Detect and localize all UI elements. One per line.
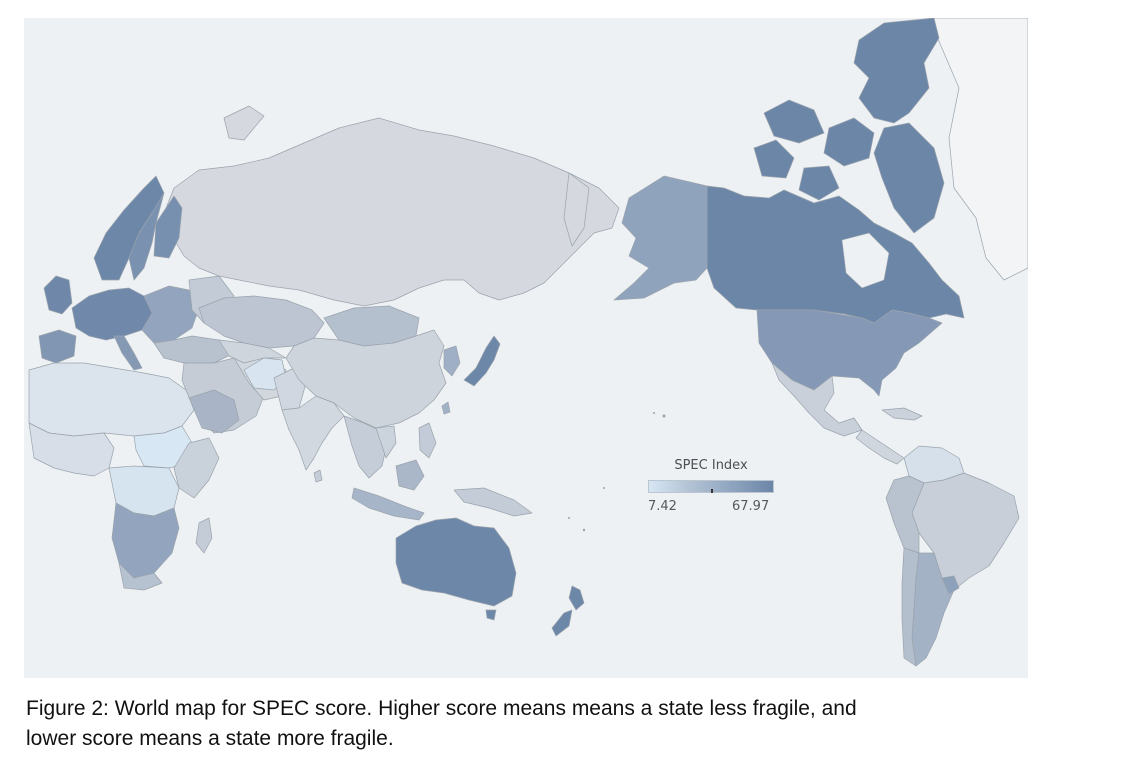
central-america: [855, 429, 905, 465]
uruguay: [941, 575, 960, 595]
arctic-islands-4: [753, 139, 795, 179]
south-africa: [118, 562, 163, 591]
legend-max-label: 67.97: [732, 499, 770, 514]
chile: [901, 547, 920, 667]
kamchatka: [563, 172, 590, 247]
new-zealand-south: [551, 609, 573, 637]
hudson-bay: [841, 232, 890, 289]
legend-midpoint-tick: [711, 489, 713, 493]
alaska: [613, 175, 708, 301]
novaya-zemlya: [223, 105, 265, 141]
uzbekistan-region: [218, 339, 287, 364]
peru-bolivia: [885, 475, 925, 554]
uk-ireland: [43, 275, 73, 315]
arctic-islands: [853, 18, 940, 124]
pacific-island: [662, 414, 666, 418]
russia: [163, 117, 620, 307]
korea: [443, 345, 461, 377]
eastern-europe: [141, 285, 200, 344]
caption-line-2: lower score means a state more fragile.: [26, 727, 394, 750]
saudi-arabia: [188, 389, 240, 434]
figure-caption: Figure 2: World map for SPEC score. High…: [26, 694, 1106, 754]
vietnam: [375, 425, 397, 459]
sri-lanka: [313, 469, 323, 483]
tasmania: [485, 609, 497, 621]
china: [285, 329, 447, 429]
mexico: [771, 362, 863, 437]
papua: [453, 487, 533, 517]
pacific-island: [653, 412, 655, 414]
indonesia: [351, 487, 425, 521]
taiwan: [441, 401, 451, 415]
arctic-islands-3: [823, 117, 875, 167]
legend-title: SPEC Index: [674, 458, 748, 473]
southeast-asia: [343, 415, 387, 479]
madagascar: [195, 517, 213, 554]
india: [281, 395, 345, 471]
japan: [463, 335, 501, 387]
baffin-island: [873, 122, 945, 234]
italy: [113, 335, 143, 371]
new-zealand-north: [568, 585, 585, 611]
arctic-islands-5: [798, 165, 840, 201]
east-africa: [173, 437, 220, 499]
world-map: SPEC Index 7.42 67.97: [24, 18, 1028, 678]
pacific-island: [568, 517, 570, 519]
map-legend: SPEC Index 7.42 67.97: [644, 458, 784, 514]
map-canvas: [24, 18, 1028, 678]
brazil: [911, 472, 1020, 591]
legend-min-label: 7.42: [648, 499, 677, 514]
caribbean: [881, 407, 923, 421]
borneo: [395, 459, 425, 491]
arctic-islands-2: [763, 99, 825, 144]
iberia: [38, 329, 77, 364]
caption-line-1: Figure 2: World map for SPEC score. High…: [26, 697, 857, 720]
pacific-island: [582, 528, 586, 532]
australia: [395, 517, 517, 607]
southern-africa: [111, 502, 180, 579]
pacific-island: [603, 487, 605, 489]
greenland: [928, 18, 1028, 281]
finland: [153, 195, 183, 259]
philippines: [418, 422, 437, 459]
